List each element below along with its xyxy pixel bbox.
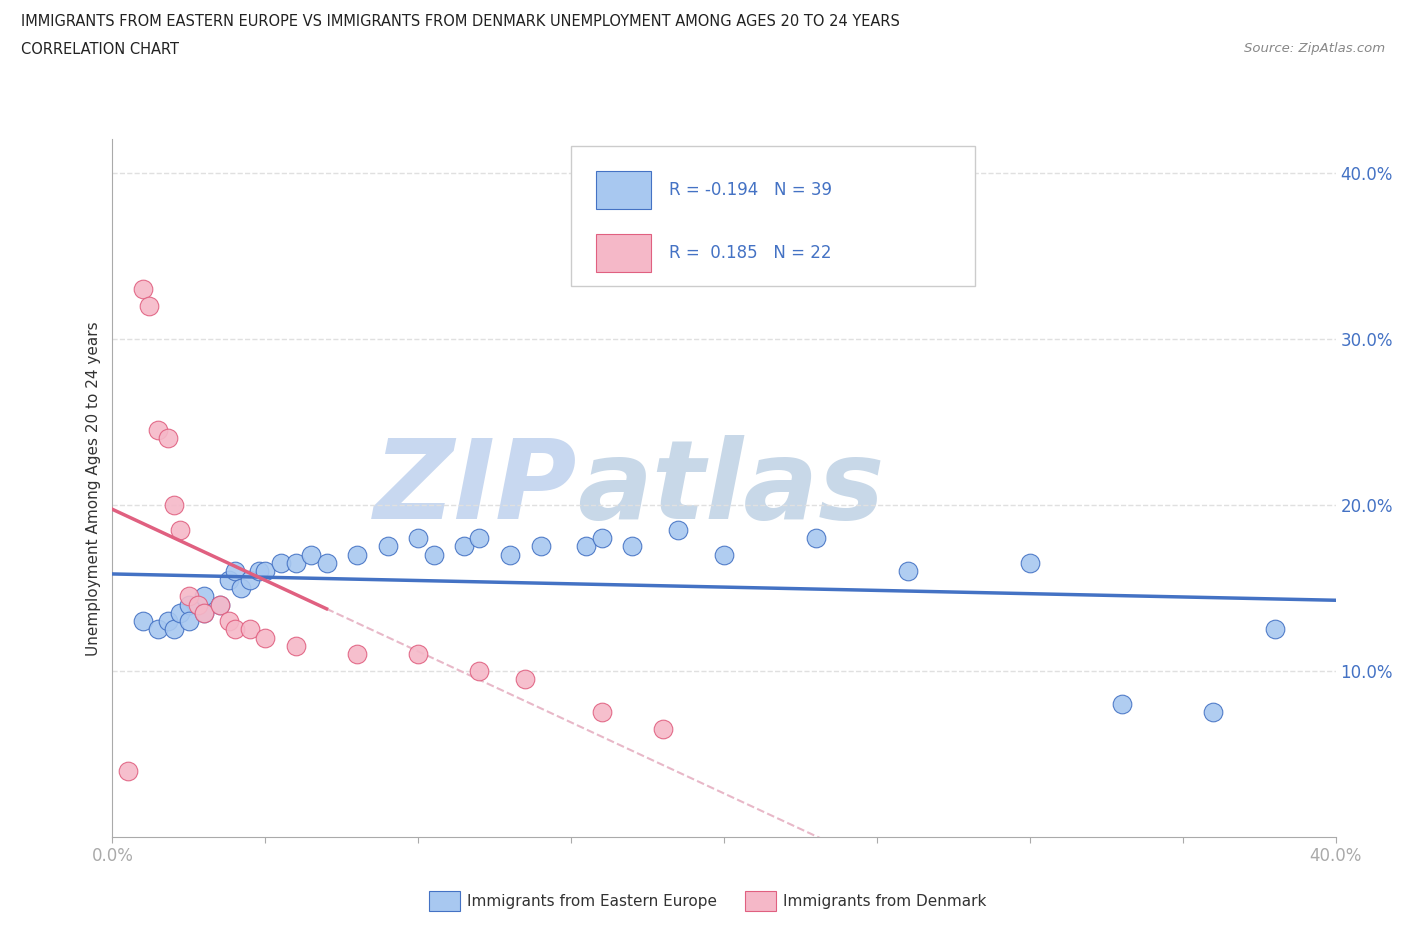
Y-axis label: Unemployment Among Ages 20 to 24 years: Unemployment Among Ages 20 to 24 years xyxy=(86,321,101,656)
Point xyxy=(270,555,292,570)
Point xyxy=(299,547,322,562)
Point xyxy=(804,531,827,546)
Point xyxy=(193,605,215,620)
Text: R =  0.185   N = 22: R = 0.185 N = 22 xyxy=(669,245,831,262)
Point xyxy=(156,614,179,629)
Point xyxy=(468,663,491,678)
Point xyxy=(169,523,191,538)
Point xyxy=(193,605,215,620)
Point xyxy=(453,539,475,554)
Point xyxy=(239,622,262,637)
Point xyxy=(163,622,186,637)
Point xyxy=(229,580,252,595)
Point xyxy=(138,299,160,313)
Point xyxy=(377,539,399,554)
Point xyxy=(187,597,209,612)
Point xyxy=(408,647,430,662)
Point xyxy=(713,547,735,562)
Point xyxy=(177,614,200,629)
Point xyxy=(218,572,240,587)
Point xyxy=(530,539,553,554)
Point xyxy=(1111,697,1133,711)
Point xyxy=(117,764,139,778)
Point xyxy=(408,531,430,546)
Point xyxy=(666,523,689,538)
Point xyxy=(346,547,368,562)
Point xyxy=(1264,622,1286,637)
FancyBboxPatch shape xyxy=(571,147,974,286)
Point xyxy=(208,597,231,612)
Text: Immigrants from Eastern Europe: Immigrants from Eastern Europe xyxy=(467,894,717,909)
Point xyxy=(499,547,522,562)
FancyBboxPatch shape xyxy=(596,171,651,209)
Point xyxy=(177,589,200,604)
Point xyxy=(575,539,598,554)
Point xyxy=(515,671,537,686)
Point xyxy=(652,722,675,737)
Point xyxy=(897,564,920,578)
Point xyxy=(218,614,240,629)
Point xyxy=(284,555,308,570)
Point xyxy=(224,622,246,637)
Point xyxy=(315,555,337,570)
Text: Source: ZipAtlas.com: Source: ZipAtlas.com xyxy=(1244,42,1385,55)
Text: IMMIGRANTS FROM EASTERN EUROPE VS IMMIGRANTS FROM DENMARK UNEMPLOYMENT AMONG AGE: IMMIGRANTS FROM EASTERN EUROPE VS IMMIGR… xyxy=(21,14,900,29)
Point xyxy=(1018,555,1040,570)
Point xyxy=(284,639,308,654)
Point xyxy=(621,539,644,554)
Point xyxy=(422,547,444,562)
Point xyxy=(156,431,179,445)
FancyBboxPatch shape xyxy=(596,233,651,272)
Point xyxy=(591,531,613,546)
Point xyxy=(132,614,155,629)
Point xyxy=(148,622,170,637)
Point xyxy=(177,597,200,612)
Point xyxy=(148,422,170,438)
Point xyxy=(247,564,270,578)
Point xyxy=(591,705,613,720)
Point xyxy=(132,282,155,297)
Text: ZIP: ZIP xyxy=(374,434,578,542)
Text: CORRELATION CHART: CORRELATION CHART xyxy=(21,42,179,57)
Point xyxy=(254,631,277,645)
Point xyxy=(346,647,368,662)
Point xyxy=(163,498,186,512)
Text: atlas: atlas xyxy=(578,434,884,542)
Point xyxy=(254,564,277,578)
Text: R = -0.194   N = 39: R = -0.194 N = 39 xyxy=(669,181,832,199)
Text: Immigrants from Denmark: Immigrants from Denmark xyxy=(783,894,987,909)
Point xyxy=(239,572,262,587)
Point xyxy=(169,605,191,620)
Point xyxy=(1202,705,1225,720)
Point xyxy=(208,597,231,612)
Point xyxy=(193,589,215,604)
Point xyxy=(468,531,491,546)
Point xyxy=(224,564,246,578)
